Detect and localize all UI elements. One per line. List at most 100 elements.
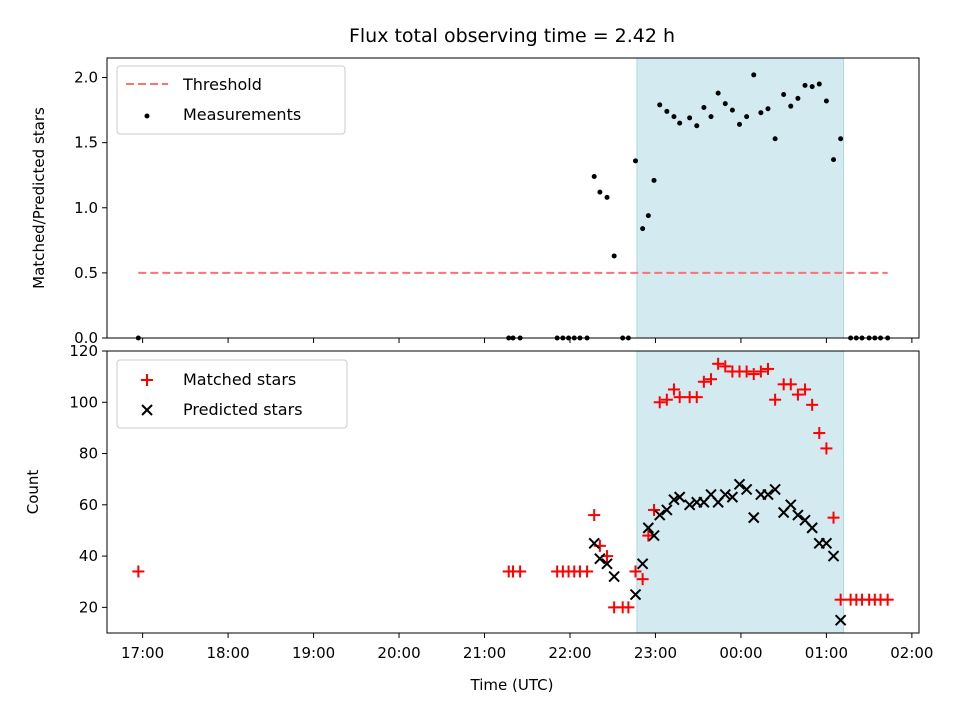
measurement-point: [671, 114, 677, 120]
top-axes-frame: [106, 57, 920, 339]
matched-star-point: [132, 565, 145, 578]
matched-star-point: [636, 573, 649, 586]
top-legend: Threshold Measurements: [116, 65, 346, 135]
matched-star-point: [754, 365, 767, 378]
top-panel: 0.00.51.01.52.0 Matched/Predicted stars …: [30, 57, 920, 347]
matched-star-point: [642, 529, 655, 542]
predicted-star-point: [719, 488, 731, 501]
legend-measurements-label: Measurements: [183, 105, 301, 124]
matched-star-point: [881, 593, 894, 606]
x-tick-label: 19:00: [292, 644, 335, 662]
x-tick-label: 17:00: [121, 644, 164, 662]
predicted-star-point: [648, 529, 660, 542]
x-tick-label: 18:00: [206, 644, 249, 662]
x-tick-label: 23:00: [634, 644, 677, 662]
y-tick-label: 1.5: [74, 134, 98, 152]
measurement-point: [758, 110, 764, 116]
predicted-star-point: [661, 504, 673, 516]
measurement-point: [795, 95, 801, 101]
measurement-point: [597, 189, 603, 195]
matched-star-point: [791, 388, 804, 401]
matched-star-point: [827, 511, 840, 524]
measurement-point: [722, 101, 728, 107]
predicted-star-point: [608, 570, 620, 583]
matched-star-point: [769, 393, 782, 406]
measurement-point: [708, 114, 714, 120]
measurement-point: [823, 98, 829, 104]
bottom-y-ticks: 20 40 60 80 100 120: [69, 342, 107, 616]
measurement-point: [737, 121, 743, 127]
measurement-point: [802, 82, 808, 88]
matched-star-point: [747, 368, 760, 381]
matched-star-point: [705, 373, 718, 386]
measurement-point: [729, 107, 735, 113]
matched-star-point: [514, 565, 527, 578]
matched-star-point: [622, 601, 635, 614]
top-y-ticks: 0.0 0.5 1.0 1.5 2.0: [74, 69, 107, 347]
y-tick-label: 0.5: [74, 264, 98, 282]
measurement-point: [591, 174, 597, 180]
matched-star-point: [806, 398, 819, 411]
matched-star-point: [690, 391, 703, 404]
measurement-point: [651, 177, 657, 183]
predicted-star-point: [827, 550, 840, 562]
predicted-star-point: [654, 509, 666, 521]
measurement-point: [715, 90, 721, 96]
measurement-point: [633, 158, 639, 164]
measurement-point: [687, 115, 693, 121]
x-tick-label: 21:00: [463, 644, 506, 662]
y-tick-label: 120: [69, 342, 98, 360]
bottom-panel: 20 40 60 80 100 120 17:00 18:00 19:00 20:00 21:00…: [24, 342, 933, 694]
measurement-point: [765, 106, 771, 112]
top-y-label: Matched/Predicted stars: [30, 107, 48, 289]
predicted-star-point: [748, 511, 760, 524]
top-shaded-region: [636, 57, 844, 339]
measurement-point: [645, 213, 651, 219]
y-tick-label: 20: [79, 598, 98, 616]
matched-star-point: [719, 360, 732, 373]
x-tick-label: 01:00: [805, 644, 848, 662]
bottom-legend-box: [116, 359, 348, 429]
measurement-point: [751, 72, 757, 78]
measurement-point: [604, 194, 610, 200]
chart-title: Flux total observing time = 2.42 h: [349, 25, 675, 47]
matched-star-point: [629, 565, 642, 578]
measurement-point: [694, 123, 700, 129]
measurement-point: [788, 103, 794, 109]
bottom-y-label: Count: [24, 470, 42, 515]
y-tick-label: 0.0: [74, 329, 98, 347]
legend-measurements-swatch: [144, 113, 150, 119]
matched-star-point: [712, 357, 725, 370]
matched-star-point: [667, 383, 680, 396]
matched-star-points: [132, 357, 894, 614]
predicted-star-point: [806, 522, 818, 534]
predicted-star-point: [668, 493, 680, 506]
predicted-star-point: [588, 537, 600, 549]
y-tick-label: 80: [79, 445, 98, 463]
y-tick-label: 2.0: [74, 69, 98, 87]
matched-star-point: [653, 396, 666, 409]
predicted-star-point: [785, 499, 797, 511]
predicted-star-point: [733, 478, 746, 491]
matched-star-point: [660, 393, 673, 406]
y-tick-label: 60: [79, 496, 98, 514]
matched-star-point: [761, 362, 774, 375]
matched-star-point: [820, 442, 833, 455]
predicted-star-point: [834, 614, 847, 626]
top-x-ticks: [142, 338, 913, 343]
measurement-point: [816, 81, 822, 87]
x-tick-label: 20:00: [377, 644, 420, 662]
measurement-point: [640, 226, 646, 232]
legend-matched-swatch: [141, 374, 153, 386]
measurement-point: [677, 120, 683, 126]
predicted-star-point: [594, 552, 606, 565]
legend-threshold-label: Threshold: [182, 75, 262, 94]
predicted-star-point: [792, 509, 804, 521]
matched-star-point: [799, 383, 812, 396]
predicted-star-point: [636, 558, 649, 570]
predicted-star-point: [740, 483, 753, 496]
matched-star-point: [697, 375, 710, 388]
bottom-axes-frame: [106, 350, 920, 634]
x-tick-label: 00:00: [719, 644, 762, 662]
